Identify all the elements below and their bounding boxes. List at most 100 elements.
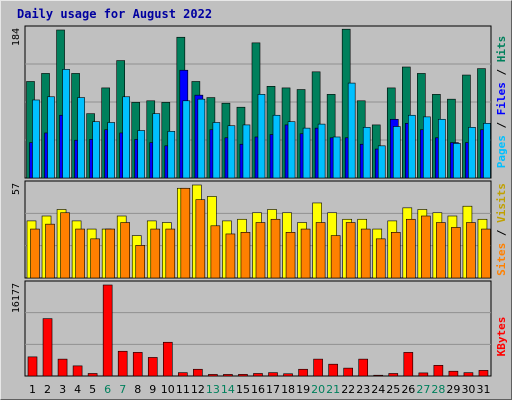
kbytes-bar (298, 368, 308, 377)
kbytes-bar (268, 372, 278, 377)
legend-separator: / (495, 115, 508, 135)
sites-bar (330, 235, 341, 279)
legend-pages: Pages (495, 135, 508, 168)
kbytes-bar (87, 373, 98, 377)
kbytes-bar (27, 356, 38, 377)
pages-bar (32, 99, 40, 179)
x-tick-label: 29 (446, 383, 460, 396)
x-tick-label: 18 (281, 383, 295, 396)
legend-sites: Sites (495, 243, 508, 276)
y-max-label: 16177 (11, 283, 22, 313)
kbytes-bar (147, 357, 158, 377)
sites-bar (75, 228, 85, 279)
pages-bar (92, 121, 100, 179)
sites-bar (150, 228, 161, 279)
pages-bar (257, 94, 266, 179)
pages-bar (272, 114, 281, 179)
sites-bar (436, 222, 446, 279)
x-tick-label: 23 (356, 383, 370, 396)
kbytes-bar (208, 374, 218, 377)
sites-bar (300, 228, 311, 279)
sites-bar (481, 228, 491, 279)
pages-bar (47, 96, 55, 179)
sites-bar (120, 222, 130, 279)
x-tick-label: 6 (104, 383, 111, 396)
pages-bar (392, 126, 401, 179)
x-tick-label: 15 (236, 383, 250, 396)
sites-bar (165, 228, 176, 279)
pages-bar (377, 145, 386, 179)
sites-bar (195, 199, 206, 279)
sites-bar (210, 225, 221, 279)
panel-3-background (24, 280, 492, 377)
pages-bar (167, 131, 176, 179)
pages-bar (107, 122, 115, 179)
pages-bar (423, 116, 431, 179)
pages-bar (122, 96, 130, 179)
pages-bar (483, 123, 491, 179)
x-tick-label: 17 (266, 383, 280, 396)
pages-bar (468, 127, 476, 179)
kbytes-bar (283, 373, 293, 377)
x-tick-label: 2 (44, 383, 51, 396)
x-tick-label: 11 (176, 383, 190, 396)
kbytes-bar (253, 373, 263, 377)
kbytes-bar (223, 374, 233, 377)
x-tick-label: 1 (29, 383, 36, 396)
sites-bar (225, 233, 236, 279)
legend-kbytes: KBytes (495, 317, 508, 357)
x-tick-label: 21 (326, 383, 340, 396)
legend-hits: Hits (495, 36, 508, 63)
kbytes-bar (193, 368, 203, 377)
y-max-label: 57 (11, 183, 22, 195)
pages-bar (182, 100, 191, 179)
kbytes-bar (42, 318, 53, 377)
legend-separator: / (495, 62, 508, 82)
sites-bar (240, 232, 251, 279)
x-tick-label: 25 (386, 383, 400, 396)
kbytes-bar (448, 370, 459, 377)
kbytes-bar (328, 363, 338, 377)
kbytes-bar (238, 374, 248, 377)
x-tick-label: 30 (461, 383, 475, 396)
x-tick-label: 27 (416, 383, 430, 396)
y-max-label: 184 (11, 28, 22, 46)
sites-bar (90, 238, 100, 279)
pages-bar (227, 125, 236, 179)
sites-bar (60, 212, 70, 279)
x-tick-label: 3 (59, 383, 66, 396)
kbytes-bar (72, 365, 83, 377)
sites-bar (345, 222, 356, 279)
sites-bar (360, 228, 371, 279)
kbytes-bar (57, 358, 68, 377)
sites-bar (255, 222, 266, 279)
pages-bar (332, 136, 341, 179)
x-tick-label: 12 (191, 383, 205, 396)
x-tick-label: 28 (431, 383, 445, 396)
legend-visits-sites: Sites / Visits (495, 183, 508, 276)
sites-bar (466, 222, 476, 279)
kbytes-bar (433, 365, 444, 377)
x-tick-label: 16 (251, 383, 265, 396)
x-tick-label: 13 (206, 383, 220, 396)
sites-bar (270, 218, 281, 279)
pages-bar (302, 127, 311, 179)
sites-bar (375, 238, 386, 279)
pages-bar (212, 122, 221, 179)
sites-bar (45, 223, 55, 279)
x-tick-label: 4 (74, 383, 81, 396)
sites-bar (135, 245, 146, 279)
x-tick-label: 9 (149, 383, 156, 396)
sites-bar (421, 215, 431, 279)
pages-bar (242, 124, 251, 179)
pages-bar (137, 130, 146, 179)
pages-bar (317, 123, 326, 179)
pages-bar (77, 97, 85, 179)
chart-title: Daily usage for August 2022 (17, 7, 213, 21)
pages-bar (438, 118, 446, 179)
pages-bar (287, 121, 296, 179)
pages-bar (197, 98, 206, 179)
sites-bar (315, 222, 326, 279)
kbytes-bar (343, 367, 353, 377)
kbytes-bar (313, 358, 323, 377)
